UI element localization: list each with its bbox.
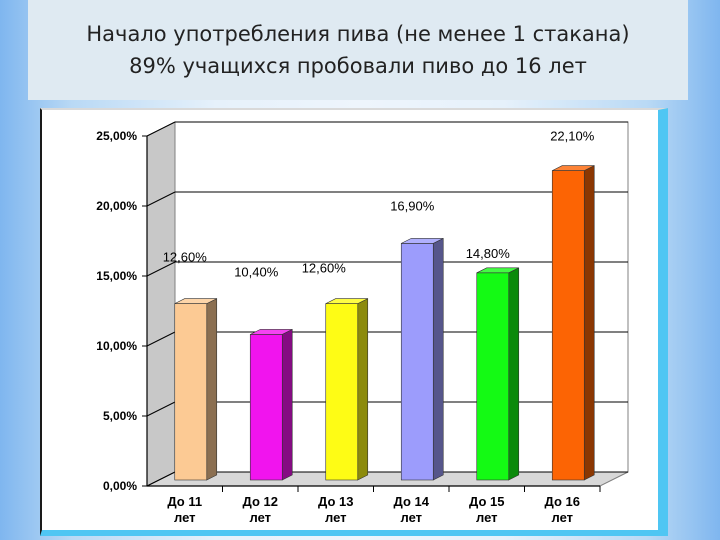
- y-tick-label: 20,00%: [96, 199, 137, 213]
- bar-top: [401, 238, 444, 244]
- x-tick-label-line2: лет: [249, 510, 271, 525]
- x-tick-label: До 15: [469, 494, 504, 509]
- chart-title-line-1: Начало употребления пива (не менее 1 ста…: [86, 22, 630, 46]
- gridline-side: [146, 261, 176, 277]
- side-wall: [146, 121, 176, 487]
- bar-side: [432, 237, 444, 481]
- x-tick-label-line2: лет: [476, 510, 498, 525]
- bar: [476, 272, 510, 481]
- y-tick-label: 5,00%: [103, 409, 137, 423]
- y-tick-label: 0,00%: [103, 479, 137, 493]
- x-tick-label: До 13: [318, 494, 353, 509]
- data-label: 10,40%: [234, 264, 279, 279]
- bar-top: [174, 298, 217, 304]
- x-tick-label: До 12: [243, 494, 278, 509]
- x-tick-label-line2: лет: [174, 510, 196, 525]
- bar-side: [357, 298, 369, 481]
- chart-title-line-2: 89% учащихся пробовали пиво до 16 лет: [129, 54, 587, 78]
- gridline-side: [146, 121, 176, 137]
- chart-frame: 0,00% 5,00% 10,00% 15,00% 20,00% 25,00% 12,60%…: [40, 108, 668, 536]
- data-label: 12,60%: [163, 250, 208, 265]
- x-tick-label-line2: лет: [325, 510, 347, 525]
- bar-side: [281, 328, 293, 481]
- gridline-side: [146, 191, 176, 207]
- y-tick-label: 25,00%: [96, 129, 137, 143]
- bar: [174, 303, 208, 481]
- x-tick-label: До 11: [167, 494, 202, 509]
- bar-top: [552, 165, 595, 171]
- data-label: 12,60%: [302, 261, 347, 276]
- bar: [551, 170, 585, 481]
- x-tick-label: До 14: [394, 494, 430, 509]
- x-tick-label: До 16: [545, 494, 580, 509]
- gridline-side: [146, 331, 176, 347]
- data-label: 22,10%: [550, 129, 595, 144]
- bar-side: [583, 165, 595, 481]
- x-tick-label-line2: лет: [551, 510, 573, 525]
- gridline-side: [146, 401, 176, 417]
- title-box: Начало употребления пива (не менее 1 ста…: [28, 0, 688, 100]
- bar-top: [250, 329, 293, 335]
- bar-top: [325, 298, 368, 304]
- bar: [400, 243, 434, 481]
- bar-side: [508, 267, 520, 481]
- data-label: 14,80%: [466, 246, 511, 261]
- x-tick-label-line2: лет: [400, 510, 422, 525]
- bar-side: [206, 298, 218, 481]
- data-label: 16,90%: [390, 198, 435, 213]
- bar-chart: 0,00% 5,00% 10,00% 15,00% 20,00% 25,00% 12,60%…: [96, 121, 629, 525]
- bar-top: [476, 267, 519, 274]
- y-tick-label: 10,00%: [96, 339, 137, 353]
- gridline-side: [146, 471, 176, 487]
- y-tick-label: 15,00%: [96, 269, 137, 283]
- bar: [249, 334, 283, 481]
- bar: [325, 303, 359, 481]
